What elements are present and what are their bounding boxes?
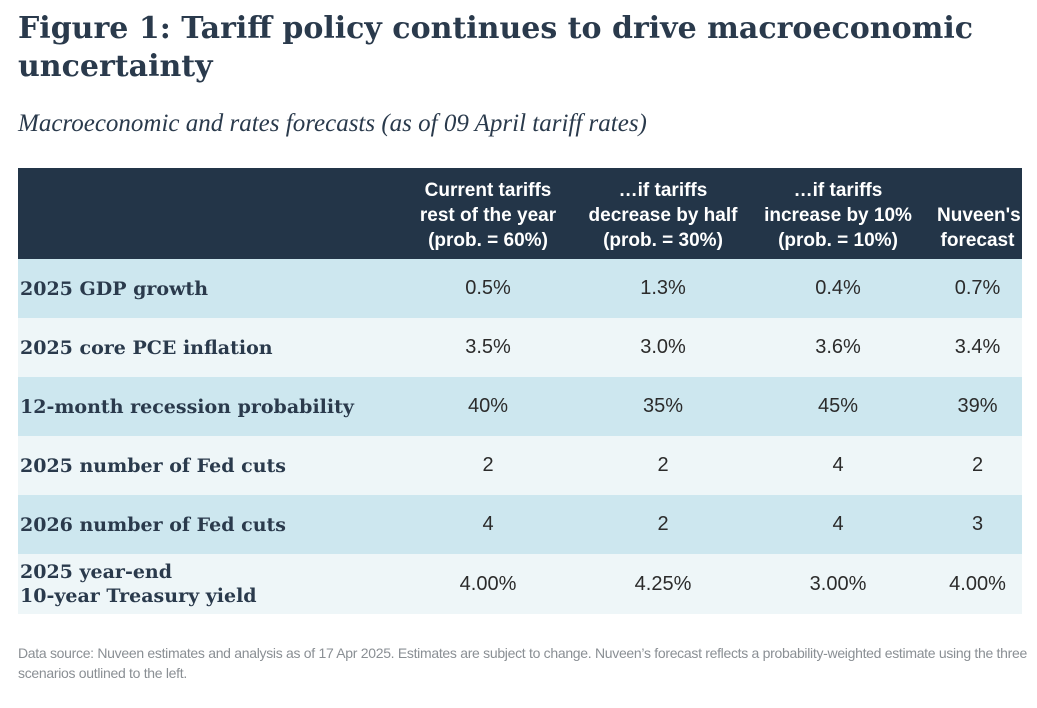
row-label: 2026 number of Fed cuts: [20, 513, 286, 536]
cell-value: 3.0%: [640, 336, 686, 358]
cell-value: 0.4%: [815, 277, 861, 299]
forecast-table: Current tariffs rest of the year (prob. …: [18, 168, 1022, 614]
cell-value: 3: [971, 513, 984, 535]
cell-value: 3.4%: [954, 336, 1001, 358]
cell-value: 4: [832, 513, 844, 535]
table-row: 2025 GDP growth 0.5% 1.3% 0.4% 0.7%: [18, 259, 1022, 318]
row-label: 2025 number of Fed cuts: [20, 454, 286, 477]
cell-value: 4.00%: [459, 572, 517, 595]
header-cell-empty: [18, 168, 393, 259]
cell-value: 0.7%: [954, 277, 1001, 299]
cell-value: 2: [482, 454, 494, 476]
cell-value: 4: [832, 454, 844, 476]
forecast-table-container: Current tariffs rest of the year (prob. …: [18, 168, 1022, 614]
cell-value: 2: [657, 513, 669, 535]
cell-value: 45%: [817, 395, 859, 417]
figure-subtitle: Macroeconomic and rates forecasts (as of…: [18, 110, 647, 137]
row-label: 2025 year-end 10-year Treasury yield: [20, 561, 257, 607]
row-label: 2025 core PCE inflation: [20, 336, 273, 359]
cell-value: 4.25%: [634, 572, 692, 595]
cell-value: 3.00%: [809, 572, 867, 595]
data-source-note: Data source: Nuveen estimates and analys…: [18, 645, 1027, 681]
row-label: 2025 GDP growth: [20, 277, 209, 300]
figure-title: Figure 1: Tariff policy continues to dri…: [18, 11, 973, 84]
cell-value: 1.3%: [640, 277, 686, 299]
cell-value: 35%: [642, 395, 684, 417]
cell-value: 39%: [957, 395, 998, 417]
table-header-row: Current tariffs rest of the year (prob. …: [18, 168, 1022, 259]
table-row: 2025 core PCE inflation 3.5% 3.0% 3.6% 3…: [18, 318, 1022, 377]
cell-value: 3.6%: [815, 336, 861, 358]
cell-value: 2: [657, 454, 669, 476]
header-nuveen-forecast: Nuveen's forecast: [937, 205, 1021, 251]
table-row: 12-month recession probability 40% 35% 4…: [18, 377, 1022, 436]
table-row: 2026 number of Fed cuts 4 2 4 3: [18, 495, 1022, 554]
cell-value: 40%: [467, 395, 509, 417]
table-row: 2025 number of Fed cuts 2 2 4 2: [18, 436, 1022, 495]
cell-value: 2: [971, 454, 984, 476]
cell-value: 0.5%: [465, 277, 511, 299]
header-tariffs-decrease: …if tariffs decrease by half (prob. = 30…: [588, 180, 738, 251]
cell-value: 4: [482, 513, 494, 535]
table-row: 2025 year-end 10-year Treasury yield 4.0…: [18, 554, 1022, 614]
header-current-tariffs: Current tariffs rest of the year (prob. …: [419, 180, 557, 251]
header-tariffs-increase: …if tariffs increase by 10% (prob. = 10%…: [764, 180, 912, 251]
row-label: 12-month recession probability: [20, 395, 354, 418]
cell-value: 3.5%: [465, 336, 511, 358]
cell-value: 4.00%: [949, 572, 1006, 595]
